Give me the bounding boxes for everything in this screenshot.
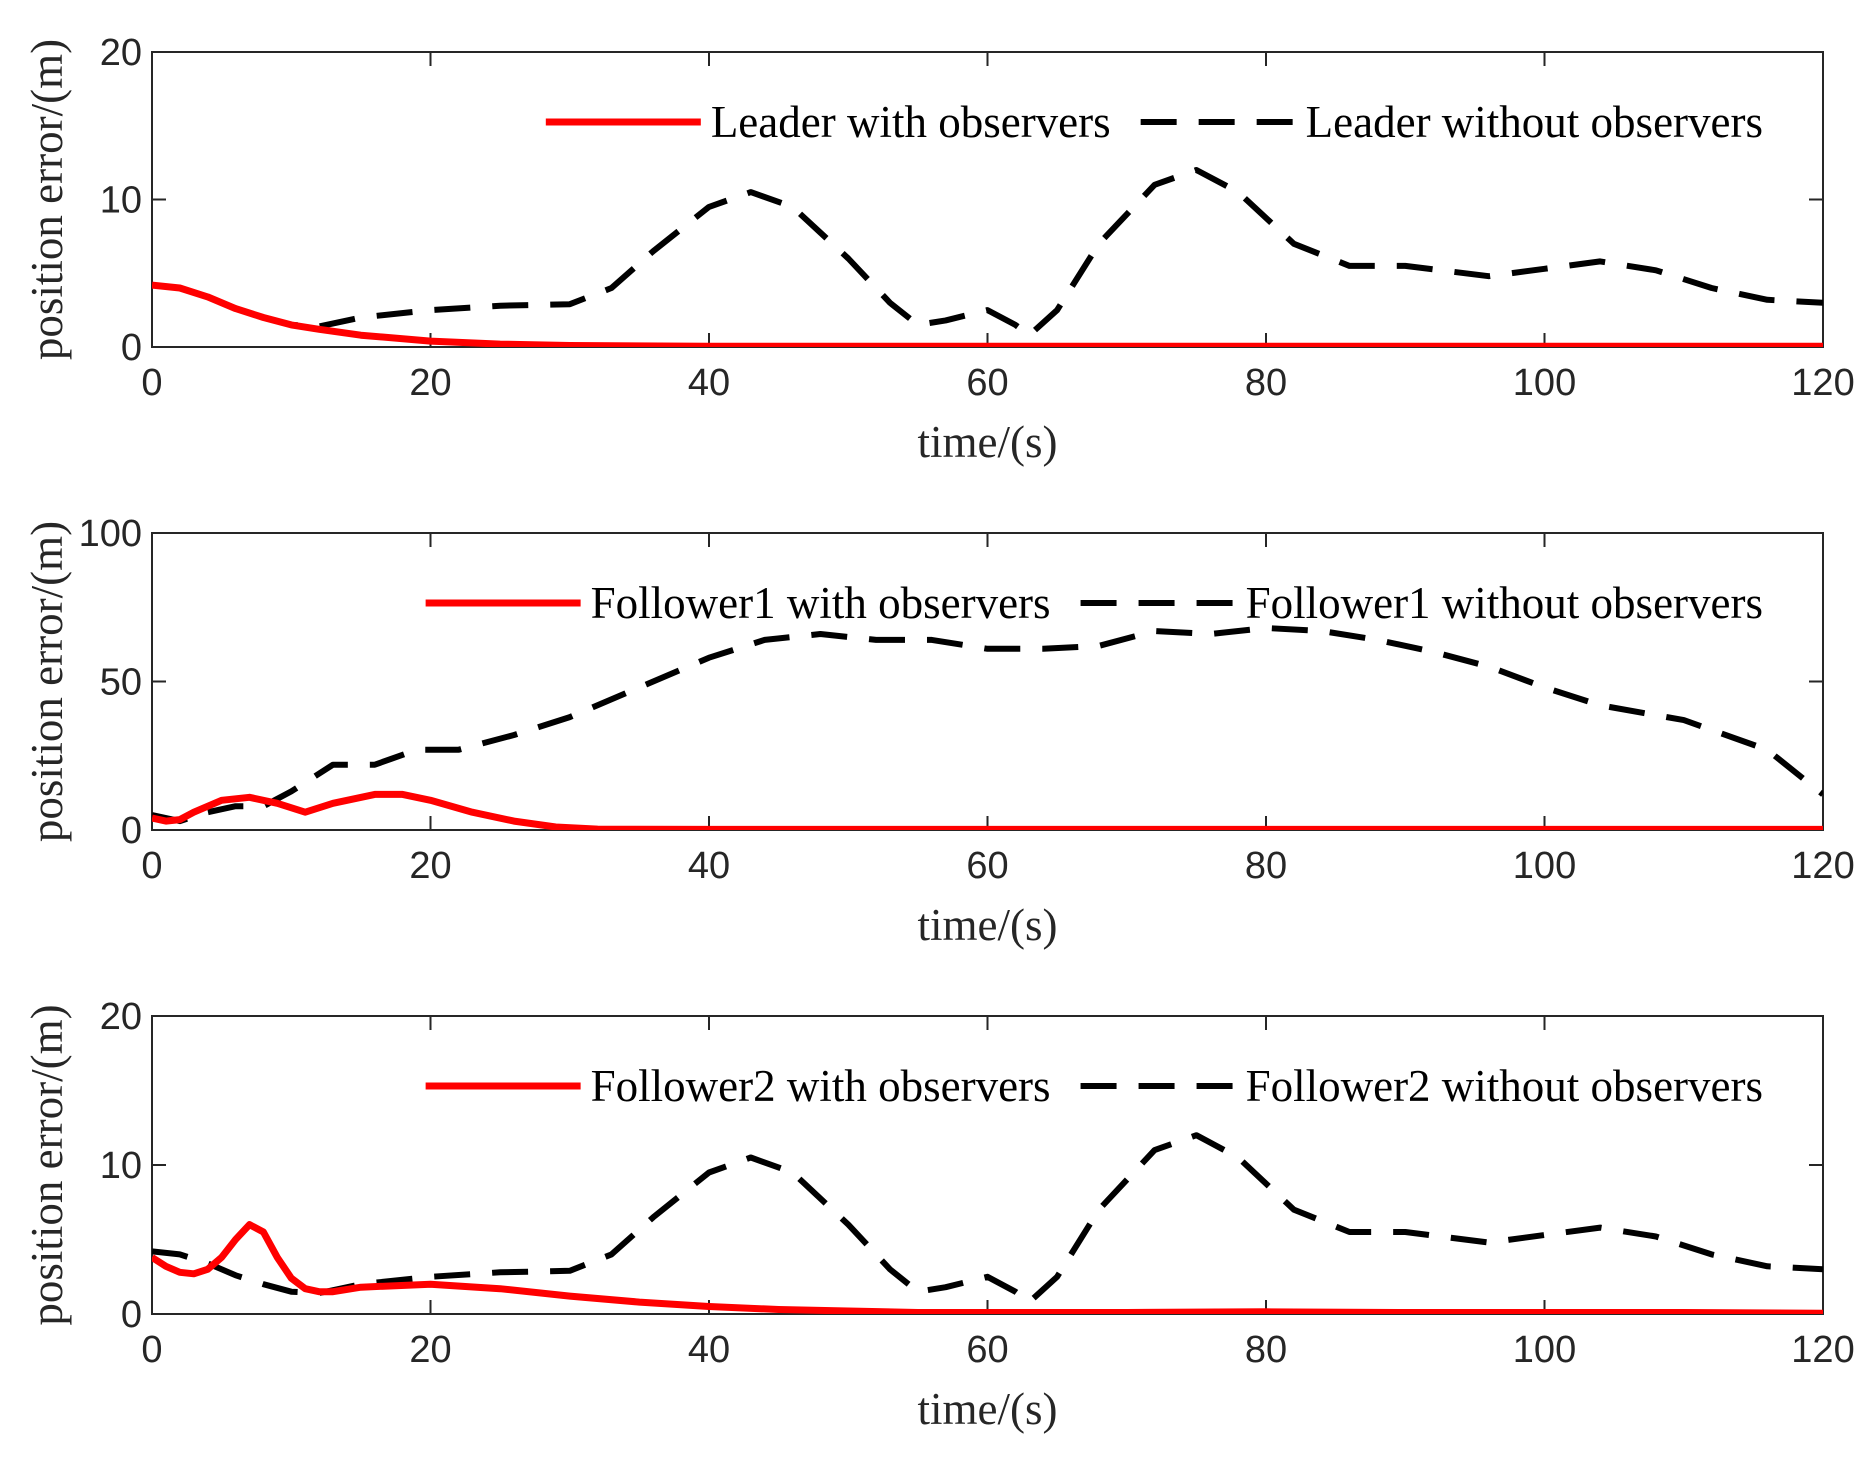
x-tick-label: 100 <box>1513 845 1576 887</box>
y-axis-label: position error/(m) <box>22 521 72 842</box>
x-tick-label: 120 <box>1791 362 1854 404</box>
legend-label: Follower2 with observers <box>591 1061 1051 1111</box>
x-tick-label: 120 <box>1791 1329 1854 1371</box>
legend-label: Follower1 without observers <box>1246 578 1763 628</box>
y-tick-label: 20 <box>100 32 142 74</box>
x-tick-label: 60 <box>966 845 1008 887</box>
panel-3: 0 20 40 60 80 100 120 0 10 20 time/(s) position err… <box>22 996 1855 1434</box>
series-line-with-observers <box>152 281 1823 347</box>
y-tick-label: 50 <box>100 662 142 704</box>
y-tick-label: 10 <box>100 1145 142 1187</box>
x-tick-label: 0 <box>141 1329 162 1371</box>
x-tick-label: 20 <box>409 845 451 887</box>
y-tick-label: 0 <box>121 1294 142 1336</box>
y-tick-label: 20 <box>100 996 142 1038</box>
x-axis-label: time/(s) <box>918 900 1058 950</box>
x-tick-label: 20 <box>409 362 451 404</box>
y-tick-label: 0 <box>121 810 142 852</box>
panel-1: 0 20 40 60 80 100 120 0 10 20 time/(s) position err… <box>22 32 1855 467</box>
x-tick-label: 100 <box>1513 1329 1576 1371</box>
series-line-without-observers <box>152 625 1823 825</box>
x-tick-label: 0 <box>141 362 162 404</box>
x-tick-label: 40 <box>688 1329 730 1371</box>
x-tick-label: 80 <box>1245 845 1287 887</box>
axes-box <box>151 51 1824 348</box>
x-tick-label: 40 <box>688 362 730 404</box>
x-axis-label: time/(s) <box>918 1384 1058 1434</box>
series-line-without-observers <box>152 167 1823 339</box>
x-tick-label: 80 <box>1245 1329 1287 1371</box>
y-axis-label: position error/(m) <box>22 39 72 360</box>
y-tick-label: 10 <box>100 180 142 222</box>
axes-box <box>151 532 1824 831</box>
x-tick-label: 0 <box>141 845 162 887</box>
x-axis-label: time/(s) <box>918 417 1058 467</box>
x-tick-label: 80 <box>1245 362 1287 404</box>
series-line-with-observers <box>152 790 1823 830</box>
legend-label: Follower1 with observers <box>591 578 1051 628</box>
x-tick-label: 120 <box>1791 845 1854 887</box>
panel-2: 0 20 40 60 80 100 120 0 50 100 time/(s) position er… <box>22 513 1855 950</box>
x-tick-label: 100 <box>1513 362 1576 404</box>
x-tick-label: 60 <box>966 1329 1008 1371</box>
y-tick-label: 100 <box>79 513 142 555</box>
x-tick-label: 60 <box>966 362 1008 404</box>
y-tick-label: 0 <box>121 327 142 369</box>
y-axis-label: position error/(m) <box>22 1004 72 1325</box>
legend-label: Leader without observers <box>1306 97 1763 147</box>
series-line-with-observers <box>152 1221 1823 1314</box>
legend-label: Leader with observers <box>711 97 1111 147</box>
x-tick-label: 20 <box>409 1329 451 1371</box>
x-tick-label: 40 <box>688 845 730 887</box>
legend-label: Follower2 without observers <box>1246 1061 1763 1111</box>
